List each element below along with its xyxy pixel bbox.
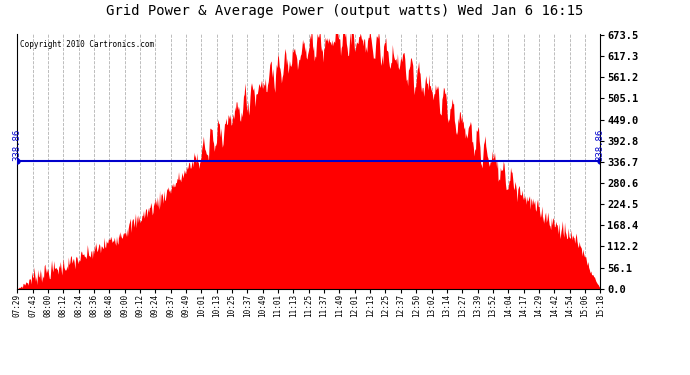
Text: Grid Power & Average Power (output watts) Wed Jan 6 16:15: Grid Power & Average Power (output watts… — [106, 4, 584, 18]
Text: Copyright 2010 Cartronics.com: Copyright 2010 Cartronics.com — [20, 40, 155, 49]
Text: 338.86: 338.86 — [12, 129, 22, 161]
Text: 338.86: 338.86 — [595, 129, 605, 161]
